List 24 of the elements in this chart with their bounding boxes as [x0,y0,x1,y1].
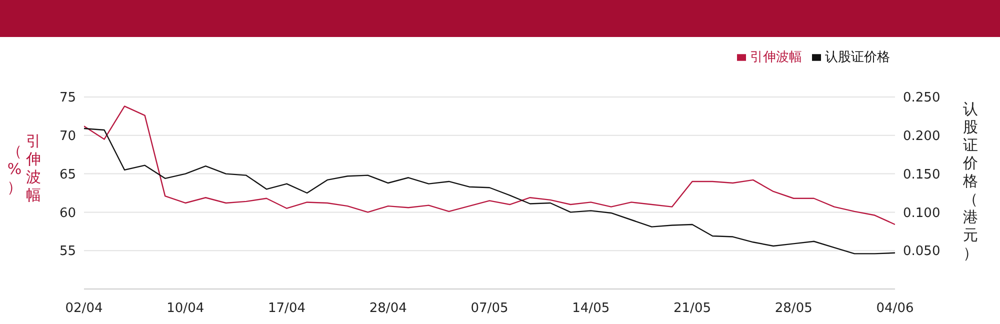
x-tick-label: 02/04 [65,301,103,316]
y-tick-label: 75 [59,90,76,106]
legend-label: 认股证价格 [825,50,890,65]
text: 认股证价格（港元） [963,100,978,262]
y-tick-label: 60 [59,206,76,221]
y2-tick-label: 0.100 [903,206,940,221]
y-tick-label: 55 [59,244,76,260]
y2-tick-label: 0.050 [903,244,940,260]
x-tick-label: 21/05 [674,301,711,316]
y2-tick-label: 0.250 [903,90,940,106]
line-series [84,106,895,226]
x-tick-label: 07/05 [470,301,508,316]
x-tick-label: 28/04 [369,301,407,316]
y-tick-label: 70 [59,129,76,144]
legend-label: 引伸波幅 [750,50,802,65]
x-tick-label: 17/04 [268,301,306,316]
x-tick-label: 10/04 [166,301,204,316]
y-tick-label: 65 [59,167,76,182]
line-series [84,128,895,254]
y2-tick-label: 0.150 [903,167,940,182]
x-tick-label: 28/05 [774,301,812,316]
y2-tick-label: 0.200 [903,129,940,144]
x-tick-label: 04/06 [876,301,914,316]
x-tick-label: 14/05 [572,301,610,316]
